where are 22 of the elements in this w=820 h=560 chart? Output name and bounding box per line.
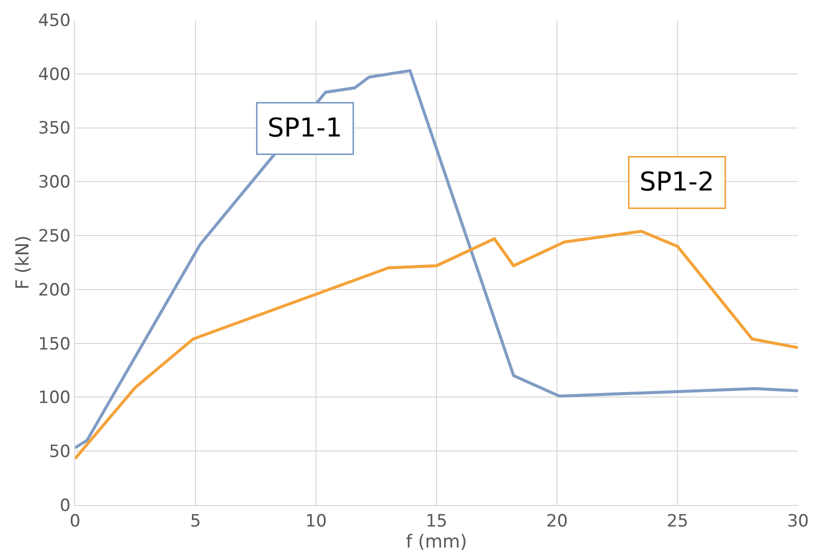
series-label: SP1-1 — [268, 114, 342, 144]
line-series — [75, 69, 798, 450]
y-tick-label: 50 — [48, 442, 71, 462]
x-tick-label: 30 — [787, 511, 809, 532]
y-tick-label: 150 — [38, 334, 71, 354]
x-tick-label: 20 — [546, 511, 568, 532]
x-tick-label: 10 — [305, 511, 327, 532]
y-tick-label: 450 — [38, 10, 71, 31]
y-tick-label: 250 — [38, 226, 71, 247]
y-axis-title: F (kN) — [12, 235, 34, 290]
y-tick-label: 300 — [38, 172, 71, 193]
y-tick-label: 350 — [38, 118, 71, 139]
y-tick-label: 400 — [38, 64, 71, 85]
y-tick-label: 0 — [60, 496, 71, 516]
y-tick-label: 100 — [38, 388, 71, 408]
x-tick-label: 5 — [190, 511, 201, 532]
x-axis-title: f (mm) — [406, 531, 468, 552]
y-tick-label: 200 — [38, 280, 71, 300]
line-series — [75, 230, 798, 460]
x-tick-label: 15 — [426, 511, 448, 532]
x-tick-label: 25 — [666, 511, 688, 532]
series-label: SP1-2 — [640, 168, 714, 198]
